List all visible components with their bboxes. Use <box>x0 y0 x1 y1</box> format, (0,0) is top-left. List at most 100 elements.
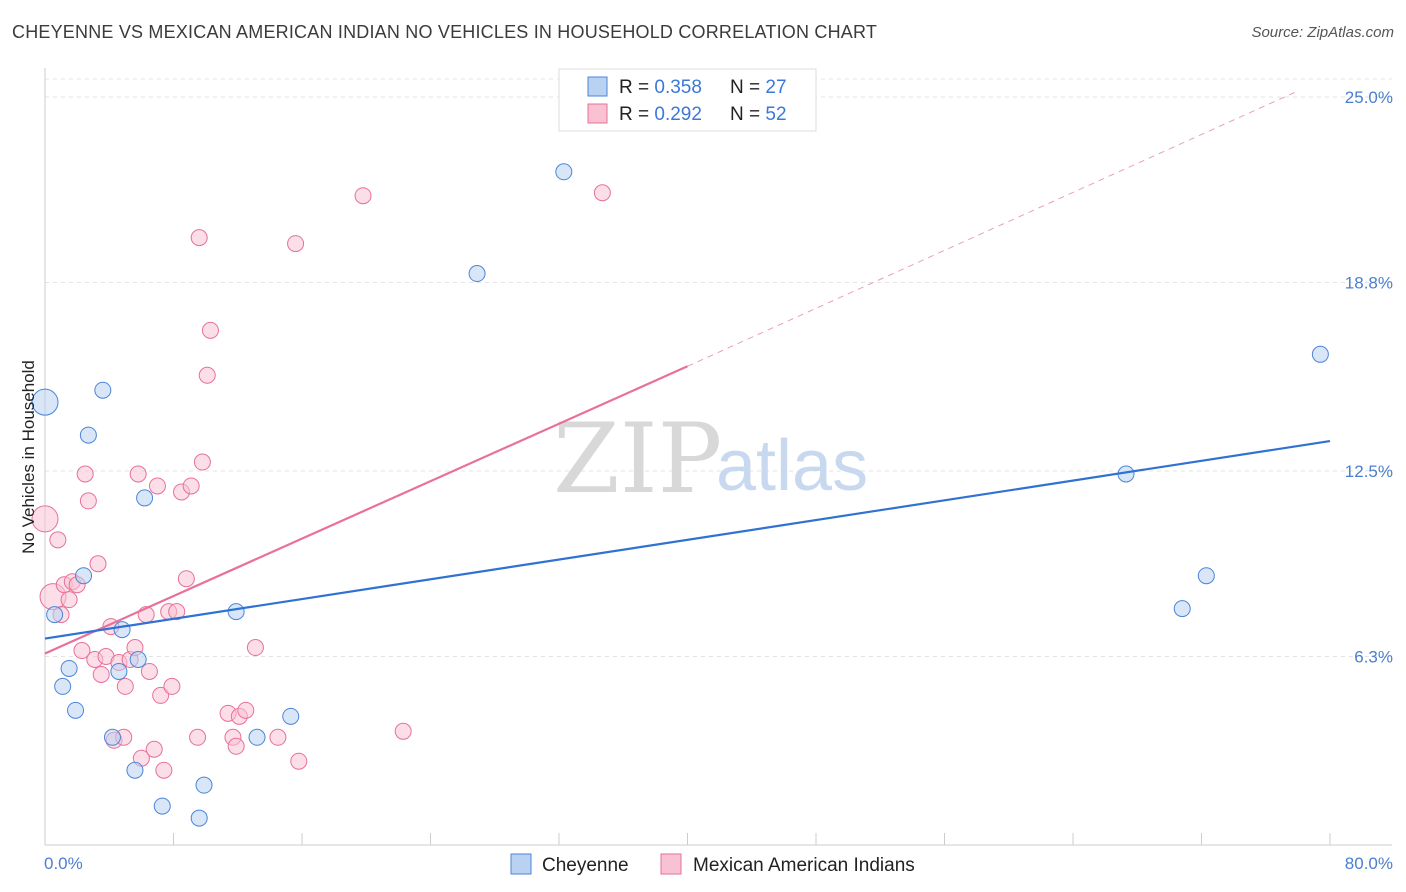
data-point-mexican <box>148 477 166 495</box>
data-point-mexican <box>31 505 59 533</box>
trend-line-mexican <box>44 365 688 655</box>
trend-line-mexican-extension <box>687 90 1299 367</box>
watermark-atlas: atlas <box>716 426 868 506</box>
data-point-cheyenne <box>129 650 147 668</box>
y-tick-label: 25.0% <box>1345 88 1393 107</box>
data-point-mexican <box>246 639 264 657</box>
data-point-mexican <box>116 677 134 695</box>
trend-line-cheyenne <box>44 439 1331 640</box>
legend-box: R = 0.358 N = 27 R = 0.292 N = 52 <box>558 68 817 132</box>
data-point-mexican <box>593 184 611 202</box>
data-point-mexican <box>237 701 255 719</box>
data-point-cheyenne <box>195 776 213 794</box>
svg-text:N = 27: N = 27 <box>730 77 787 98</box>
data-point-mexican <box>193 453 211 471</box>
y-tick-label: 18.8% <box>1345 274 1393 293</box>
legend-r-label: R = <box>619 104 654 125</box>
y-axis-label: No Vehicles in Household <box>19 360 38 554</box>
bottom-legend: Cheyenne Mexican American Indians <box>510 853 915 876</box>
data-point-mexican <box>89 555 107 573</box>
data-point-cheyenne <box>79 426 97 444</box>
data-point-cheyenne <box>54 677 72 695</box>
legend-n-value: 52 <box>765 104 786 125</box>
data-point-mexican <box>354 187 372 205</box>
legend-n-value: 27 <box>765 77 786 98</box>
x-tick-label: 0.0% <box>44 854 83 873</box>
y-tick-label: 12.5% <box>1345 462 1393 481</box>
data-point-cheyenne <box>31 388 59 416</box>
data-point-mexican <box>73 642 91 660</box>
data-point-mexican <box>168 603 186 621</box>
watermark: ZIP atlas <box>553 403 868 515</box>
legend-swatch-mexican <box>587 103 608 124</box>
data-point-mexican <box>145 740 163 758</box>
data-point-mexican <box>49 531 67 549</box>
svg-text:N = 52: N = 52 <box>730 104 787 125</box>
svg-text:R = 0.292: R = 0.292 <box>619 104 702 125</box>
data-point-cheyenne <box>110 662 128 680</box>
data-point-mexican <box>227 737 245 755</box>
svg-text:R = 0.358: R = 0.358 <box>619 77 702 98</box>
data-point-cheyenne <box>46 606 64 624</box>
legend-r-label: R = <box>619 77 654 98</box>
data-point-cheyenne <box>468 265 486 283</box>
chart-title: CHEYENNE VS MEXICAN AMERICAN INDIAN NO V… <box>12 22 878 42</box>
data-point-mexican <box>60 591 78 609</box>
legend-swatch-cheyenne <box>587 76 608 97</box>
data-point-mexican <box>140 662 158 680</box>
legend-r-value: 0.358 <box>654 77 702 98</box>
bottom-legend-swatch-cheyenne <box>510 853 532 875</box>
x-tick-labels: 0.0% 80.0% <box>44 854 1393 873</box>
data-point-mexican <box>190 229 208 247</box>
data-point-cheyenne <box>1197 567 1215 585</box>
source-label: Source: ZipAtlas.com <box>1251 24 1394 41</box>
data-point-cheyenne <box>1311 345 1329 363</box>
data-point-cheyenne <box>227 603 245 621</box>
data-point-mexican <box>189 728 207 746</box>
legend-n-label: N = <box>730 104 765 125</box>
data-point-cheyenne <box>248 728 266 746</box>
data-point-mexican <box>79 492 97 510</box>
data-point-cheyenne <box>282 707 300 725</box>
data-point-cheyenne <box>136 489 154 507</box>
data-point-cheyenne <box>555 163 573 181</box>
data-point-cheyenne <box>67 701 85 719</box>
data-point-mexican <box>155 761 173 779</box>
y-tick-label: 6.3% <box>1354 648 1393 667</box>
data-point-cheyenne <box>153 797 171 815</box>
data-point-mexican <box>290 752 308 770</box>
data-point-cheyenne <box>190 809 208 827</box>
data-point-mexican <box>269 728 287 746</box>
data-point-cheyenne <box>103 728 121 746</box>
axes <box>44 68 1392 846</box>
data-point-cheyenne <box>94 381 112 399</box>
bottom-legend-swatch-mexican <box>660 853 682 875</box>
legend-r-value: 0.292 <box>654 104 702 125</box>
data-point-cheyenne <box>60 659 78 677</box>
data-point-cheyenne <box>126 761 144 779</box>
data-point-cheyenne <box>113 621 131 639</box>
y-tick-labels: 6.3% 12.5% 18.8% 25.0% <box>1345 88 1393 667</box>
data-point-mexican <box>76 465 94 483</box>
legend-n-label: N = <box>730 77 765 98</box>
data-point-mexican <box>182 477 200 495</box>
watermark-zip: ZIP <box>553 403 722 515</box>
data-points <box>31 163 1329 827</box>
data-point-mexican <box>198 366 216 384</box>
data-point-mexican <box>287 235 305 253</box>
data-point-mexican <box>177 570 195 588</box>
bottom-legend-label-mexican: Mexican American Indians <box>693 855 915 876</box>
x-tick-label: 80.0% <box>1345 854 1393 873</box>
trend-lines <box>44 90 1331 655</box>
data-point-cheyenne <box>75 567 93 585</box>
data-point-mexican <box>152 686 170 704</box>
data-point-mexican <box>163 677 181 695</box>
bottom-legend-label-cheyenne: Cheyenne <box>542 855 629 876</box>
data-point-mexican <box>394 722 412 740</box>
gridlines <box>45 78 1392 658</box>
data-point-mexican <box>92 665 110 683</box>
data-point-mexican <box>201 321 219 339</box>
data-point-mexican <box>129 465 147 483</box>
data-point-cheyenne <box>1173 600 1191 618</box>
